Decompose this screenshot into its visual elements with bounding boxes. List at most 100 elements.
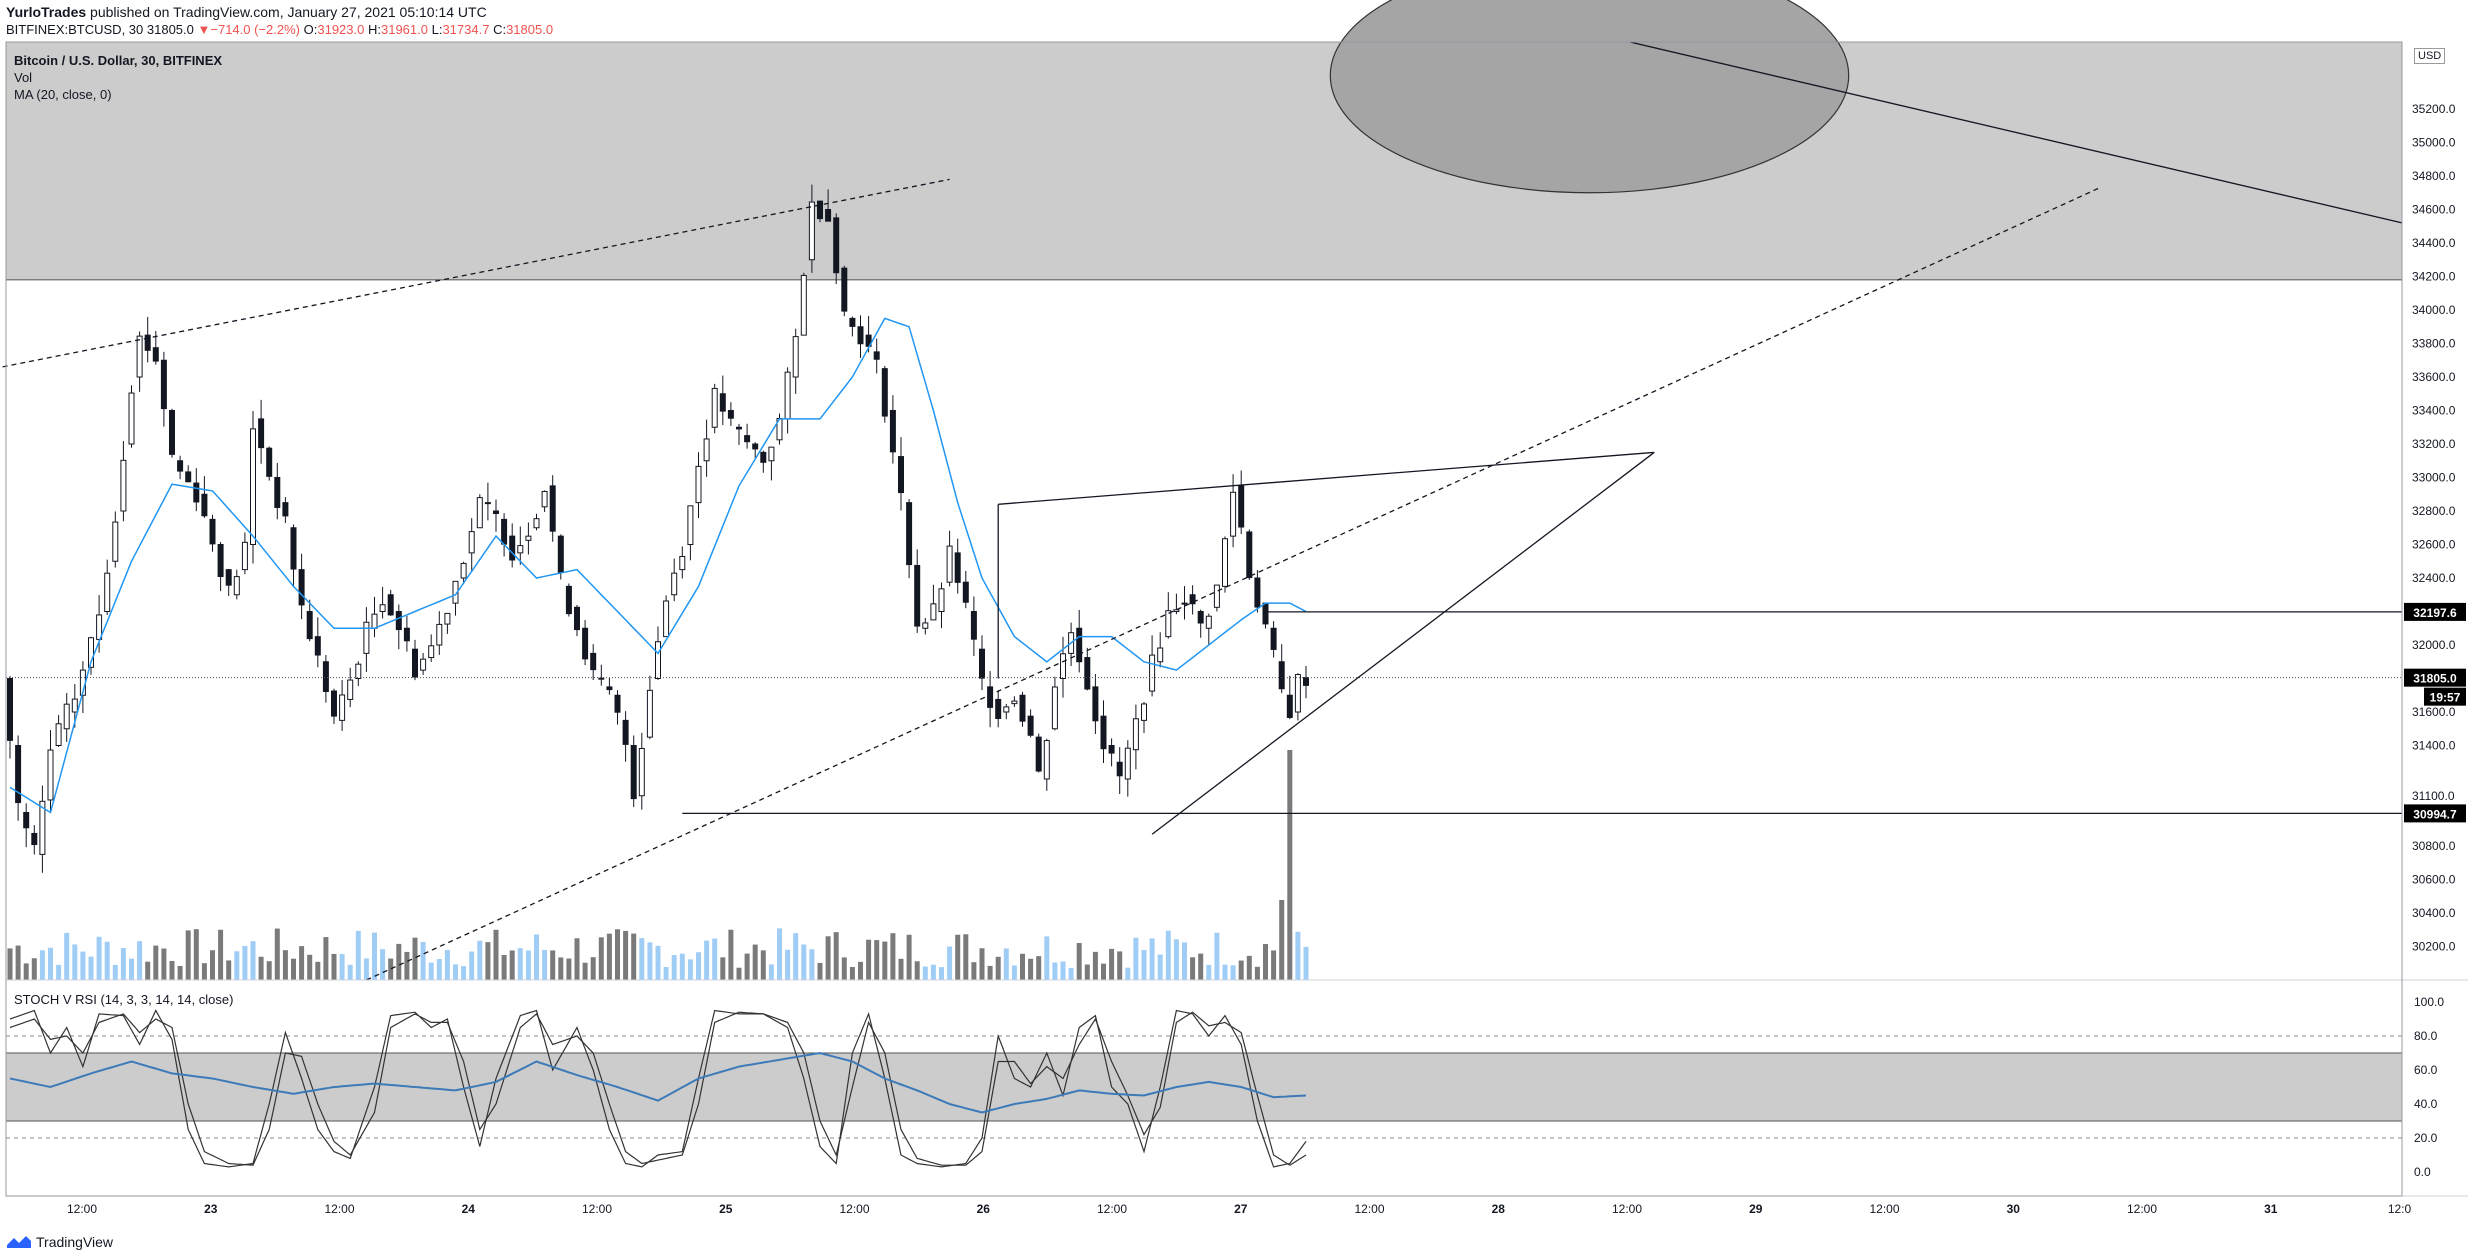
candle xyxy=(881,368,888,417)
candle xyxy=(517,545,524,554)
candle xyxy=(1238,485,1245,528)
volume-bar xyxy=(1109,948,1115,980)
legend-title: Bitcoin / U.S. Dollar, 30, BITFINEX xyxy=(14,53,223,68)
time-tick-label: 12:00 xyxy=(582,1202,612,1216)
candle xyxy=(1165,610,1172,638)
volume-bar xyxy=(1141,949,1147,980)
volume-bar xyxy=(866,939,872,980)
candle xyxy=(817,200,823,220)
candle xyxy=(549,485,556,532)
volume-bar xyxy=(963,934,969,980)
candle xyxy=(160,359,167,410)
stoch-legend: STOCH V RSI (14, 3, 3, 14, 14, close) xyxy=(14,992,234,1007)
candle xyxy=(954,552,961,583)
candle xyxy=(1035,736,1042,772)
trendline-3 xyxy=(998,451,1655,505)
candle xyxy=(201,493,208,517)
volume-bar xyxy=(1222,964,1228,980)
volume-bar xyxy=(1190,957,1196,980)
candle xyxy=(128,392,135,445)
currency-badge[interactable]: USD xyxy=(2414,48,2446,64)
candle xyxy=(970,611,977,640)
tradingview-logo-icon xyxy=(7,1236,31,1248)
close-label: C: xyxy=(493,22,507,37)
volume-bar xyxy=(1254,966,1260,980)
volume-bar xyxy=(315,961,321,980)
time-tick-label: 25 xyxy=(719,1202,733,1216)
volume-bar xyxy=(1020,953,1025,980)
volume-bar xyxy=(971,962,977,980)
candle xyxy=(120,459,127,512)
volume-bar xyxy=(947,946,953,980)
volume-bar xyxy=(469,951,475,980)
volume-bar xyxy=(1092,951,1098,980)
volume-bar xyxy=(542,949,548,980)
candle xyxy=(987,686,994,708)
candle xyxy=(1011,700,1018,705)
price-tick-label: 33000.0 xyxy=(2412,471,2456,485)
trendline-5 xyxy=(1629,41,2403,224)
volume-bar xyxy=(712,938,718,980)
time-tick-label: 12:00 xyxy=(2127,1202,2157,1216)
volume-bar xyxy=(372,932,377,980)
candle xyxy=(1213,584,1220,608)
publish-info: published on TradingView.com, January 27… xyxy=(90,4,487,20)
volume-bar xyxy=(96,936,102,980)
candle xyxy=(152,347,159,362)
candle xyxy=(403,627,410,642)
candle xyxy=(565,585,572,615)
volume-bar xyxy=(137,941,143,980)
price-pane[interactable] xyxy=(0,0,2468,981)
candle xyxy=(614,694,621,713)
candle xyxy=(96,614,103,640)
volume-bar xyxy=(979,948,985,980)
time-tick-label: 12:00 xyxy=(1354,1202,1384,1216)
volume-bar xyxy=(355,930,361,980)
volume-bar xyxy=(930,964,936,980)
candle xyxy=(979,648,985,679)
candle xyxy=(1278,661,1285,690)
volume-bar xyxy=(1157,954,1163,980)
volume-bar xyxy=(428,962,434,980)
time-tick-label: 31 xyxy=(2264,1202,2278,1216)
price-tick-label: 34400.0 xyxy=(2412,236,2456,250)
stoch-tick-label: 100.0 xyxy=(2414,995,2444,1009)
candle xyxy=(250,428,256,545)
candle xyxy=(363,621,370,654)
price-tick-label: 33200.0 xyxy=(2412,437,2456,451)
volume-bar xyxy=(663,967,669,980)
candle xyxy=(574,606,580,631)
volume-bar xyxy=(704,940,710,980)
candle xyxy=(557,535,564,573)
volume-bar xyxy=(550,950,556,980)
candle xyxy=(185,471,192,483)
volume-bar xyxy=(1246,955,1252,980)
stoch-rsi-pane[interactable] xyxy=(5,1009,2468,1197)
volume-bar xyxy=(323,937,329,980)
candle xyxy=(938,588,945,612)
volume-bar xyxy=(914,961,920,980)
brand: TradingView xyxy=(6,1234,113,1250)
volume-bar xyxy=(849,967,855,980)
volume-bar xyxy=(363,958,369,980)
volume-bar xyxy=(380,949,386,980)
volume-bar xyxy=(145,961,151,980)
candle xyxy=(241,541,248,571)
volume-bar xyxy=(1028,958,1034,980)
candle xyxy=(655,641,661,680)
price-tick-label: 31600.0 xyxy=(2412,705,2456,719)
candle xyxy=(412,648,418,678)
candle xyxy=(1254,577,1261,608)
volume-bar xyxy=(185,930,191,980)
candle xyxy=(946,545,953,583)
stoch-k-line xyxy=(9,1009,1307,1168)
candle xyxy=(63,703,70,730)
volume-bar xyxy=(412,937,418,980)
candle xyxy=(922,622,929,629)
price-tick-label: 34200.0 xyxy=(2412,270,2456,284)
candle xyxy=(347,679,354,700)
candle xyxy=(663,600,670,638)
candle xyxy=(282,502,289,517)
candle xyxy=(1246,531,1253,579)
